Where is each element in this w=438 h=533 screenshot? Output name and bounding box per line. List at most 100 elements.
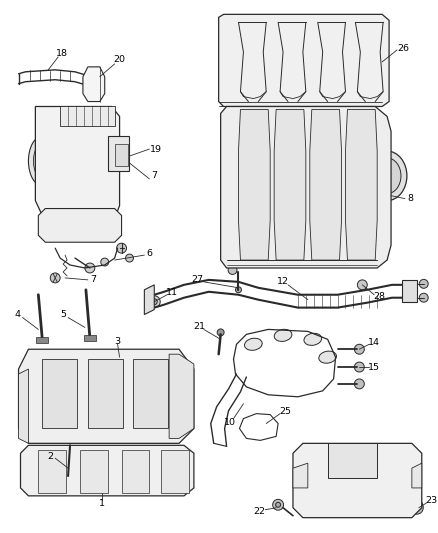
Circle shape bbox=[223, 251, 230, 259]
Ellipse shape bbox=[244, 338, 262, 350]
Polygon shape bbox=[221, 107, 391, 268]
Text: 12: 12 bbox=[277, 277, 289, 286]
Circle shape bbox=[89, 361, 96, 368]
Ellipse shape bbox=[33, 144, 51, 179]
Polygon shape bbox=[80, 450, 108, 493]
Circle shape bbox=[44, 361, 51, 368]
Polygon shape bbox=[115, 144, 127, 166]
Circle shape bbox=[160, 361, 166, 368]
Polygon shape bbox=[169, 354, 194, 439]
Polygon shape bbox=[39, 450, 66, 493]
Circle shape bbox=[114, 361, 121, 368]
Ellipse shape bbox=[274, 329, 292, 342]
Circle shape bbox=[223, 227, 230, 235]
Circle shape bbox=[419, 293, 428, 302]
Polygon shape bbox=[161, 450, 189, 493]
Circle shape bbox=[24, 465, 33, 475]
Text: 6: 6 bbox=[146, 248, 152, 257]
Polygon shape bbox=[83, 67, 105, 102]
Circle shape bbox=[354, 362, 364, 372]
Text: 20: 20 bbox=[113, 55, 126, 64]
Circle shape bbox=[223, 201, 230, 209]
Circle shape bbox=[276, 502, 281, 507]
Text: 7: 7 bbox=[151, 171, 157, 180]
Circle shape bbox=[85, 263, 95, 273]
Circle shape bbox=[114, 420, 121, 427]
Polygon shape bbox=[108, 136, 130, 171]
Text: 1: 1 bbox=[99, 499, 105, 508]
Circle shape bbox=[410, 502, 423, 514]
Polygon shape bbox=[39, 208, 122, 242]
Circle shape bbox=[228, 265, 237, 274]
Text: 21: 21 bbox=[193, 322, 205, 331]
Polygon shape bbox=[88, 359, 123, 429]
Circle shape bbox=[44, 420, 51, 427]
Polygon shape bbox=[402, 280, 417, 302]
Text: 2: 2 bbox=[47, 452, 53, 461]
Text: 3: 3 bbox=[115, 337, 120, 346]
Circle shape bbox=[89, 420, 96, 427]
Text: 28: 28 bbox=[373, 292, 385, 301]
Polygon shape bbox=[42, 359, 77, 429]
Circle shape bbox=[69, 420, 75, 427]
Circle shape bbox=[50, 273, 60, 283]
Circle shape bbox=[64, 472, 72, 480]
Polygon shape bbox=[238, 109, 270, 260]
Circle shape bbox=[236, 287, 241, 293]
Text: 4: 4 bbox=[14, 310, 21, 319]
Text: 14: 14 bbox=[368, 338, 380, 347]
Text: 27: 27 bbox=[191, 276, 203, 285]
Ellipse shape bbox=[49, 379, 69, 409]
Circle shape bbox=[18, 395, 26, 403]
Polygon shape bbox=[18, 349, 194, 443]
Circle shape bbox=[151, 298, 157, 305]
Circle shape bbox=[115, 159, 122, 166]
Polygon shape bbox=[346, 109, 377, 260]
Polygon shape bbox=[328, 443, 377, 478]
Polygon shape bbox=[134, 359, 168, 429]
Circle shape bbox=[101, 221, 109, 229]
Polygon shape bbox=[21, 446, 194, 496]
Circle shape bbox=[160, 420, 166, 427]
Circle shape bbox=[411, 500, 423, 512]
Polygon shape bbox=[18, 369, 28, 443]
Text: 18: 18 bbox=[56, 50, 68, 59]
Circle shape bbox=[307, 492, 319, 504]
Text: 11: 11 bbox=[166, 288, 178, 297]
Polygon shape bbox=[219, 14, 389, 107]
Circle shape bbox=[357, 280, 367, 290]
Circle shape bbox=[69, 361, 75, 368]
Ellipse shape bbox=[373, 158, 401, 193]
Circle shape bbox=[414, 503, 420, 508]
Circle shape bbox=[148, 296, 160, 308]
Polygon shape bbox=[293, 463, 308, 488]
Ellipse shape bbox=[28, 136, 56, 186]
Text: 15: 15 bbox=[368, 362, 380, 372]
Polygon shape bbox=[36, 337, 48, 343]
Circle shape bbox=[117, 243, 127, 253]
Circle shape bbox=[18, 415, 26, 423]
Circle shape bbox=[414, 505, 420, 511]
Circle shape bbox=[310, 495, 316, 501]
Text: 19: 19 bbox=[150, 144, 162, 154]
Circle shape bbox=[76, 221, 84, 229]
Text: 25: 25 bbox=[279, 407, 291, 416]
Text: 26: 26 bbox=[397, 44, 409, 53]
Circle shape bbox=[95, 465, 105, 475]
Circle shape bbox=[389, 495, 395, 501]
Polygon shape bbox=[60, 107, 115, 126]
Polygon shape bbox=[145, 285, 154, 314]
Circle shape bbox=[354, 344, 364, 354]
Circle shape bbox=[135, 361, 142, 368]
Circle shape bbox=[101, 258, 109, 266]
Ellipse shape bbox=[86, 70, 98, 98]
Text: 22: 22 bbox=[253, 507, 265, 516]
Text: 23: 23 bbox=[426, 496, 438, 505]
Polygon shape bbox=[35, 107, 120, 225]
Circle shape bbox=[273, 499, 283, 510]
Circle shape bbox=[223, 177, 230, 185]
Circle shape bbox=[126, 254, 134, 262]
Circle shape bbox=[115, 138, 122, 144]
Ellipse shape bbox=[141, 379, 160, 409]
Text: 10: 10 bbox=[223, 418, 236, 427]
